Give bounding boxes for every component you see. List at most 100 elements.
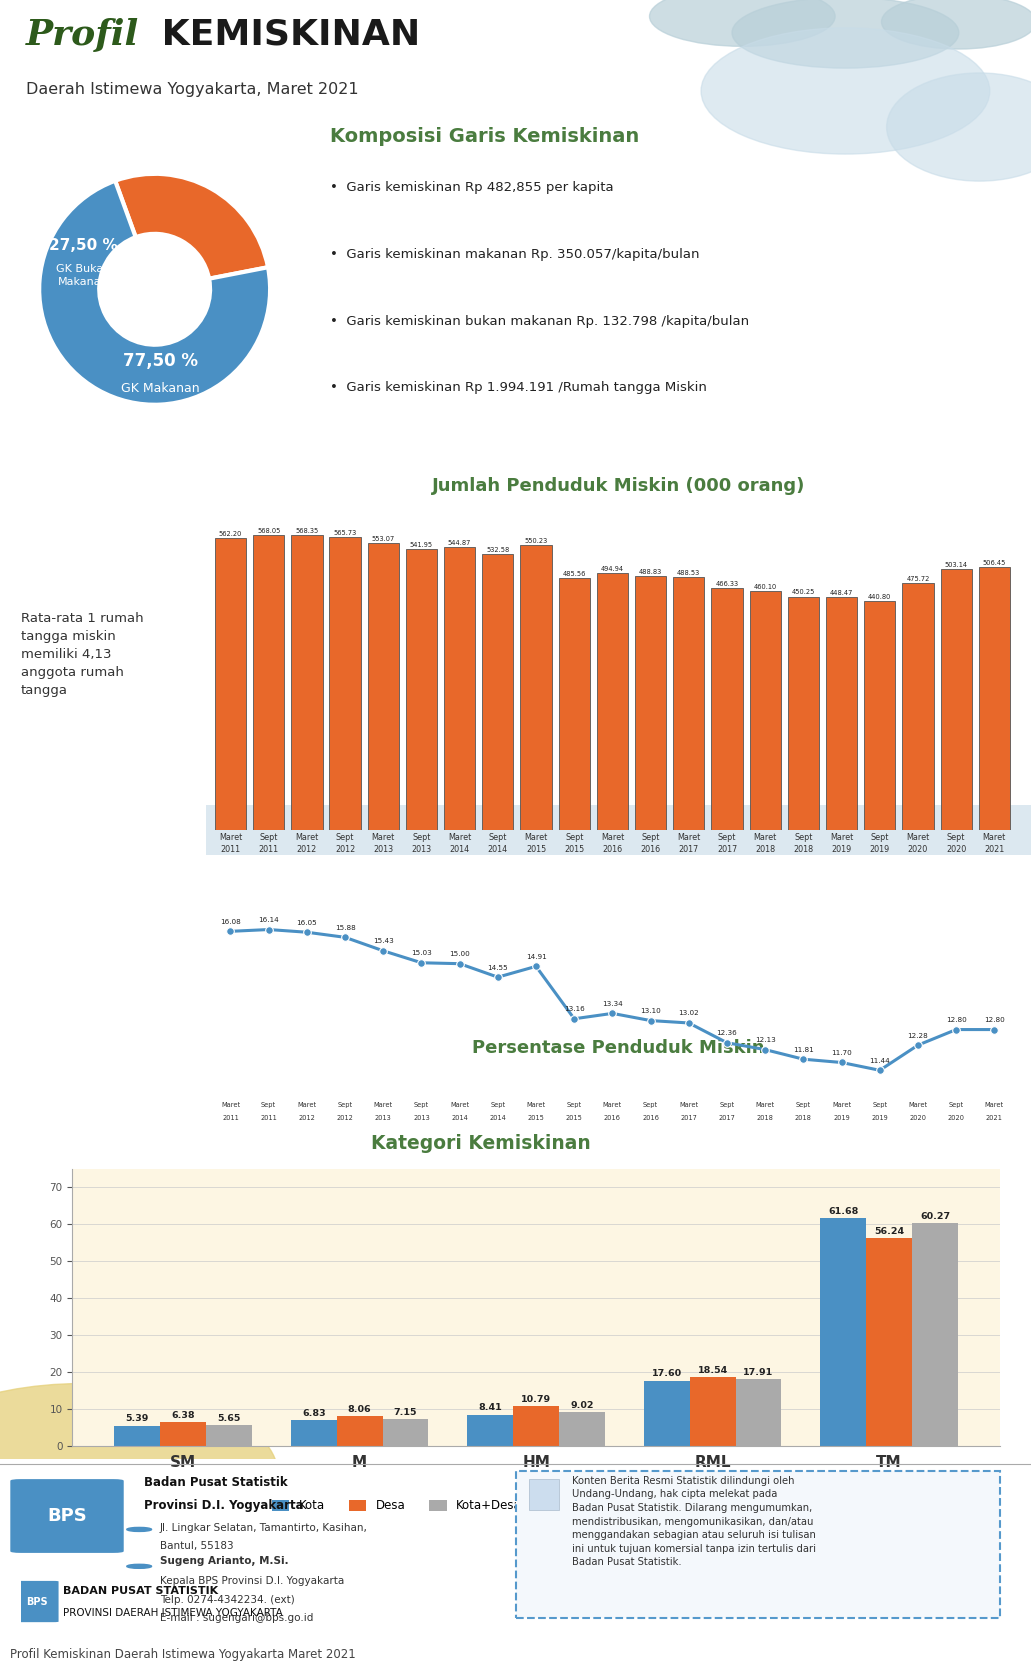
Text: Maret: Maret [371,833,395,842]
Text: Maret: Maret [754,833,776,842]
Text: Maret: Maret [451,1102,469,1108]
Bar [337,1415,383,1446]
Bar [521,545,552,830]
Bar [711,589,742,830]
Text: 2016: 2016 [640,845,661,854]
Text: Sept: Sept [718,833,736,842]
Text: GK Bukan
Makanan: GK Bukan Makanan [56,265,110,287]
Text: 11.70: 11.70 [831,1050,852,1057]
Text: Sept: Sept [337,1102,353,1108]
Text: Sept: Sept [336,833,355,842]
Text: Sugeng Arianto, M.Si.: Sugeng Arianto, M.Si. [160,1556,289,1566]
Text: 568.05: 568.05 [257,528,280,535]
Text: Sept: Sept [794,833,812,842]
Text: Telp. 0274-4342234. (ext): Telp. 0274-4342234. (ext) [160,1595,295,1605]
Text: KEMISKINAN: KEMISKINAN [149,18,421,52]
Text: Maret: Maret [908,1102,928,1108]
Text: 488.53: 488.53 [677,570,700,575]
Bar [559,1412,605,1446]
Bar [513,1405,559,1446]
Bar [821,1218,866,1446]
Text: BPS: BPS [47,1508,87,1524]
Bar [467,1414,513,1446]
Text: 2016: 2016 [604,1115,621,1120]
Bar [826,597,857,830]
Text: GK Makanan: GK Makanan [121,382,200,396]
Text: Maret: Maret [601,833,624,842]
Text: 2013: 2013 [373,845,393,854]
Text: 5.65: 5.65 [218,1414,241,1422]
Text: 494.94: 494.94 [601,567,624,572]
Bar [214,538,246,830]
Bar [483,553,513,830]
Text: 12.28: 12.28 [907,1033,928,1038]
Text: 11.44: 11.44 [869,1058,890,1063]
Bar [690,1377,735,1446]
Text: •  Garis kemiskinan bukan makanan Rp. 132.798 /kapita/bulan: • Garis kemiskinan bukan makanan Rp. 132… [330,315,750,327]
Text: •  Garis kemiskinan makanan Rp. 350.057/kapita/bulan: • Garis kemiskinan makanan Rp. 350.057/k… [330,248,699,262]
Text: Sept: Sept [643,1102,658,1108]
Text: Sept: Sept [796,1102,811,1108]
Text: 2021: 2021 [985,845,1004,854]
Ellipse shape [732,0,959,69]
Text: Sept: Sept [413,1102,429,1108]
Text: 2019: 2019 [871,1115,888,1120]
Text: Provinsi D.I. Yogyakarta: Provinsi D.I. Yogyakarta [144,1499,304,1513]
Text: 506.45: 506.45 [983,560,1006,567]
Bar [912,1223,958,1446]
Text: 2018: 2018 [757,1115,773,1120]
Bar [673,577,704,830]
Text: Maret: Maret [906,833,930,842]
Text: 2015: 2015 [526,845,546,854]
Bar [160,1422,206,1446]
Text: 2017: 2017 [719,1115,735,1120]
Bar [368,543,399,830]
Text: 460.10: 460.10 [754,584,776,590]
Text: Sept: Sept [567,1102,581,1108]
Text: 56.24: 56.24 [874,1228,904,1236]
Text: 2020: 2020 [909,1115,927,1120]
Text: Maret: Maret [448,833,471,842]
Text: Maret: Maret [832,1102,852,1108]
Bar [597,574,628,830]
Legend: Kota, Desa, Kota+Desa: Kota, Desa, Kota+Desa [267,1494,527,1518]
Ellipse shape [0,1384,278,1568]
Bar [559,579,590,830]
Bar [329,537,361,830]
Bar [788,597,819,830]
Bar [635,577,666,830]
Text: 15.00: 15.00 [450,951,470,958]
Text: 2020: 2020 [908,845,928,854]
Text: 8.06: 8.06 [347,1405,371,1414]
Text: 14.55: 14.55 [488,964,508,971]
Text: 466.33: 466.33 [716,582,738,587]
Text: 13.10: 13.10 [640,1008,661,1015]
FancyBboxPatch shape [10,1479,124,1553]
Text: Maret: Maret [830,833,854,842]
Text: 2014: 2014 [490,1115,506,1120]
Text: 2018: 2018 [795,1115,811,1120]
Text: Maret: Maret [679,1102,698,1108]
Text: 541.95: 541.95 [410,542,433,548]
Text: 544.87: 544.87 [447,540,471,547]
Text: BADAN PUSAT STATISTIK: BADAN PUSAT STATISTIK [63,1586,219,1597]
Text: Sept: Sept [565,833,584,842]
FancyBboxPatch shape [516,1471,1000,1618]
Text: •  Garis kemiskinan Rp 1.994.191 /Rumah tangga Miskin: • Garis kemiskinan Rp 1.994.191 /Rumah t… [330,381,707,394]
Text: Maret: Maret [603,1102,622,1108]
Text: 485.56: 485.56 [563,572,586,577]
Text: Sept: Sept [641,833,660,842]
Text: 11.81: 11.81 [793,1046,813,1053]
Text: 2018: 2018 [793,845,813,854]
Text: 6.83: 6.83 [302,1409,326,1419]
Text: 13.34: 13.34 [602,1001,623,1006]
Text: 2015: 2015 [528,1115,544,1120]
Text: Maret: Maret [221,1102,240,1108]
Text: Komposisi Garis Kemiskinan: Komposisi Garis Kemiskinan [330,127,639,146]
Text: 503.14: 503.14 [944,562,968,569]
Text: 2017: 2017 [678,845,699,854]
Text: 7.15: 7.15 [394,1409,418,1417]
Text: Maret: Maret [983,833,1006,842]
Ellipse shape [887,74,1031,181]
Text: Sept: Sept [947,833,965,842]
